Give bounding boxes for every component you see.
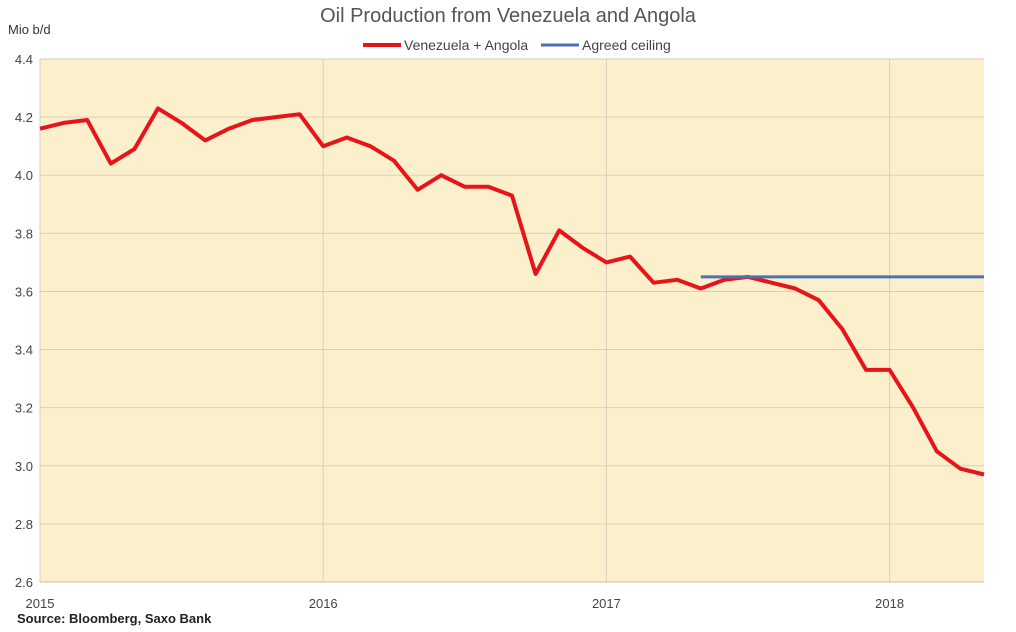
legend-label-venezuela-angola: Venezuela + Angola <box>404 37 528 53</box>
x-tick-label: 2017 <box>592 596 621 611</box>
x-tick-label: 2015 <box>26 596 55 611</box>
x-tick-label: 2018 <box>875 596 904 611</box>
source-note: Source: Bloomberg, Saxo Bank <box>17 611 212 626</box>
y-tick-label: 4.2 <box>15 110 33 125</box>
plot-area <box>40 59 984 582</box>
legend: Venezuela + Angola Agreed ceiling <box>363 37 671 53</box>
y-tick-label: 3.0 <box>15 459 33 474</box>
y-axis-unit-label: Mio b/d <box>8 22 51 37</box>
y-tick-label: 3.4 <box>15 343 33 358</box>
series-line-venezuela-angola <box>39 106 985 477</box>
y-tick-label: 3.2 <box>15 401 33 416</box>
y-tick-label: 2.6 <box>15 575 33 590</box>
x-tick-label: 2016 <box>309 596 338 611</box>
series-group <box>39 106 985 477</box>
y-tick-label: 3.8 <box>15 226 33 241</box>
y-axis-ticks: 2.6 2.8 3.0 3.2 3.4 3.6 3.8 4.0 4.2 4.4 <box>15 52 33 590</box>
y-tick-label: 3.6 <box>15 284 33 299</box>
legend-label-agreed-ceiling: Agreed ceiling <box>582 37 671 53</box>
y-tick-label: 4.0 <box>15 168 33 183</box>
chart-title: Oil Production from Venezuela and Angola <box>320 5 697 27</box>
y-tick-label: 2.8 <box>15 517 33 532</box>
grid <box>39 58 984 583</box>
x-axis-ticks: 2015 2016 2017 2018 <box>26 596 905 611</box>
y-tick-label: 4.4 <box>15 52 33 67</box>
